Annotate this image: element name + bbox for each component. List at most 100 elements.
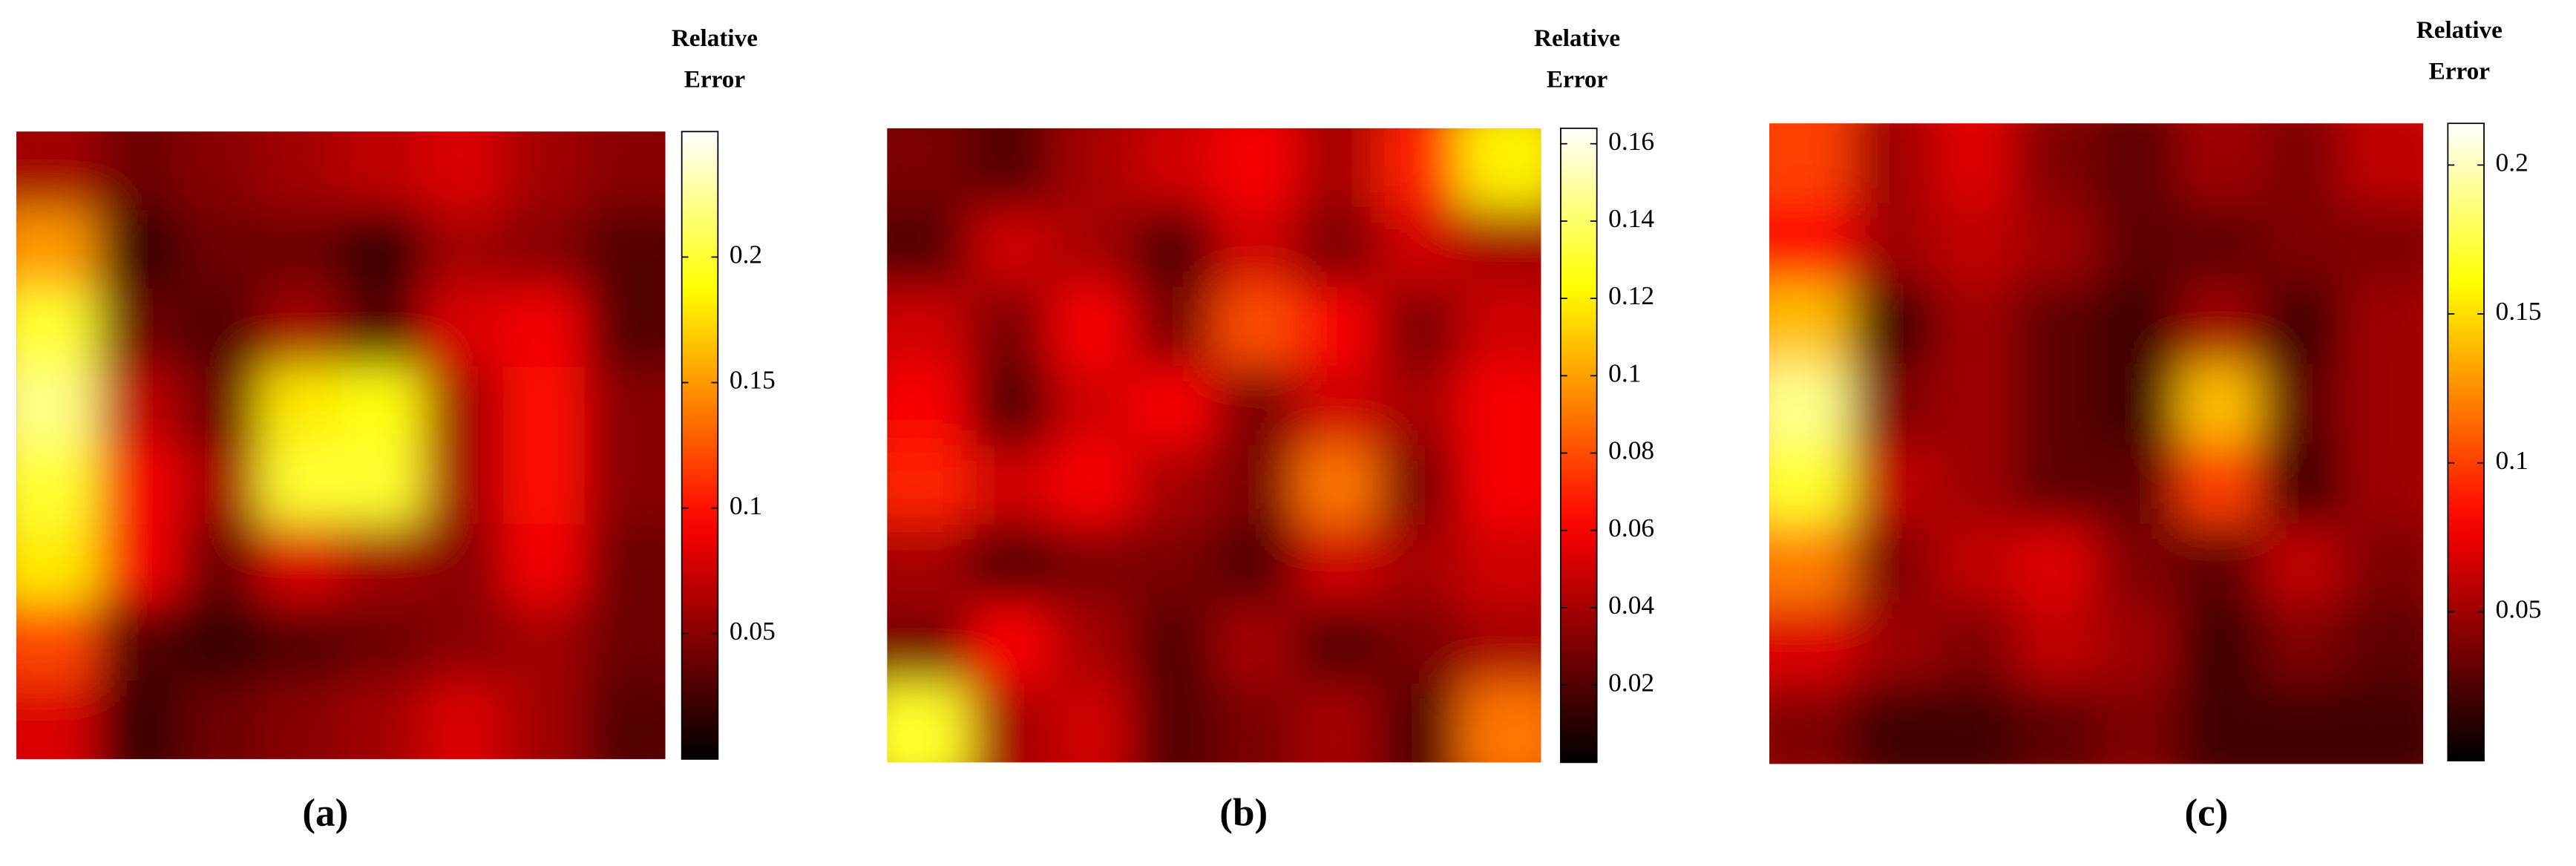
heatmap-cell — [422, 445, 505, 525]
heatmap-cell — [1050, 286, 1134, 367]
heatmap-cell — [260, 288, 342, 368]
colorbar-tick-label: 0.14 — [1608, 203, 1654, 233]
heatmap-cell — [969, 524, 1052, 606]
heatmap-cell — [2096, 683, 2180, 764]
heatmap-cell — [1213, 207, 1297, 288]
heatmap-cell — [1377, 683, 1461, 763]
heatmap-cell — [260, 523, 342, 603]
heatmap-cell — [178, 602, 261, 682]
heatmap-cell — [1459, 286, 1541, 367]
heatmap-cell — [341, 209, 423, 290]
heatmap-cell — [1933, 363, 2016, 445]
heatmap-cell — [1851, 603, 1934, 685]
heatmap-cell — [260, 680, 342, 759]
heatmap-cell — [422, 367, 505, 447]
heatmap-cell — [1769, 203, 1852, 285]
heatmap-cell — [2014, 443, 2097, 525]
heatmap-cell — [2259, 523, 2343, 606]
heatmap-cell — [2341, 603, 2424, 685]
heatmap-cell — [1377, 524, 1461, 606]
colorbar-tick-label: 0.04 — [1608, 590, 1654, 620]
heatmap-cell — [1851, 363, 1934, 445]
heatmap-cell — [887, 366, 970, 447]
heatmap-cell — [1213, 445, 1297, 526]
heatmap-cell — [1933, 283, 2016, 365]
colorbar-tick-label: 0.12 — [1608, 281, 1654, 310]
heatmap-cell — [1050, 524, 1134, 606]
heatmap-cell — [1459, 207, 1541, 288]
heatmap-cell — [2259, 123, 2343, 205]
heatmap-cell — [1459, 445, 1541, 526]
heatmap-cell — [97, 602, 180, 682]
heatmap-cell — [1213, 366, 1297, 447]
heatmap-cell — [97, 288, 180, 368]
heatmap-cell — [887, 128, 970, 209]
heatmap-cell — [341, 131, 423, 211]
colorbar-tick-label: 0.02 — [1608, 667, 1654, 697]
heatmap — [1769, 123, 2424, 764]
heatmap-cell — [1296, 445, 1379, 526]
heatmap-cell — [16, 602, 99, 682]
heatmap-cell — [969, 445, 1052, 526]
heatmap-cell — [2341, 123, 2424, 205]
heatmap-cell — [1132, 128, 1216, 209]
heatmap-cell — [1296, 603, 1379, 684]
heatmap-cell — [502, 367, 586, 447]
heatmap-cell — [1050, 128, 1134, 209]
heatmap-cell — [1213, 286, 1297, 367]
heatmap-cell — [341, 288, 423, 368]
heatmap-cell — [1459, 683, 1541, 763]
colorbar-tick-label: 0.1 — [2496, 445, 2529, 475]
heatmap-cell — [502, 288, 586, 368]
heatmap-cell — [1851, 443, 1934, 525]
heatmap-cell — [1769, 683, 1852, 764]
heatmap-cell — [178, 523, 261, 603]
heatmap-cell — [1050, 207, 1134, 288]
heatmap-cell — [2014, 123, 2097, 205]
heatmap-cells — [16, 131, 666, 759]
colorbar — [681, 131, 719, 760]
heatmap-cell — [2259, 683, 2343, 764]
heatmap-cell — [341, 367, 423, 447]
colorbar-tick-label: 0.1 — [730, 491, 762, 520]
heatmap-cell — [1459, 603, 1541, 684]
heatmap-cell — [584, 131, 666, 211]
heatmap-cell — [1296, 524, 1379, 606]
heatmap-cell — [16, 209, 99, 290]
heatmap-cell — [502, 523, 586, 603]
heatmap-cell — [16, 523, 99, 603]
heatmap-cell — [1933, 123, 2016, 205]
heatmap-cell — [1851, 683, 1934, 764]
heatmap-cell — [2177, 603, 2261, 685]
heatmap-cell — [97, 209, 180, 290]
heatmap-cell — [1296, 683, 1379, 763]
heatmap-cell — [1296, 207, 1379, 288]
heatmap-cell — [341, 523, 423, 603]
heatmap-cell — [1377, 445, 1461, 526]
colorbar — [1560, 127, 1598, 764]
heatmap-cell — [178, 680, 261, 759]
heatmap-cell — [16, 131, 99, 211]
heatmap-cell — [584, 288, 666, 368]
heatmap-cell — [1377, 128, 1461, 209]
heatmap-cell — [422, 288, 505, 368]
heatmap-cell — [1459, 366, 1541, 447]
heatmap-cell — [2341, 683, 2424, 764]
heatmap-cell — [2341, 363, 2424, 445]
heatmap-cell — [2014, 363, 2097, 445]
heatmap-cell — [178, 367, 261, 447]
heatmap-cell — [97, 680, 180, 759]
heatmap-cell — [341, 680, 423, 759]
heatmap — [887, 128, 1541, 763]
colorbar-tick-label: 0.2 — [2496, 148, 2529, 177]
heatmap-cell — [1213, 683, 1297, 763]
heatmap-cell — [584, 367, 666, 447]
heatmap-cell — [2096, 363, 2180, 445]
colorbar-label: Relative Error — [1533, 26, 1621, 94]
colorbar-label: Relative Error — [671, 26, 758, 94]
colorbar-tick-label: 0.05 — [730, 616, 776, 646]
heatmap-cell — [887, 603, 970, 684]
heatmap-cell — [1851, 203, 1934, 285]
heatmap-cell — [969, 207, 1052, 288]
